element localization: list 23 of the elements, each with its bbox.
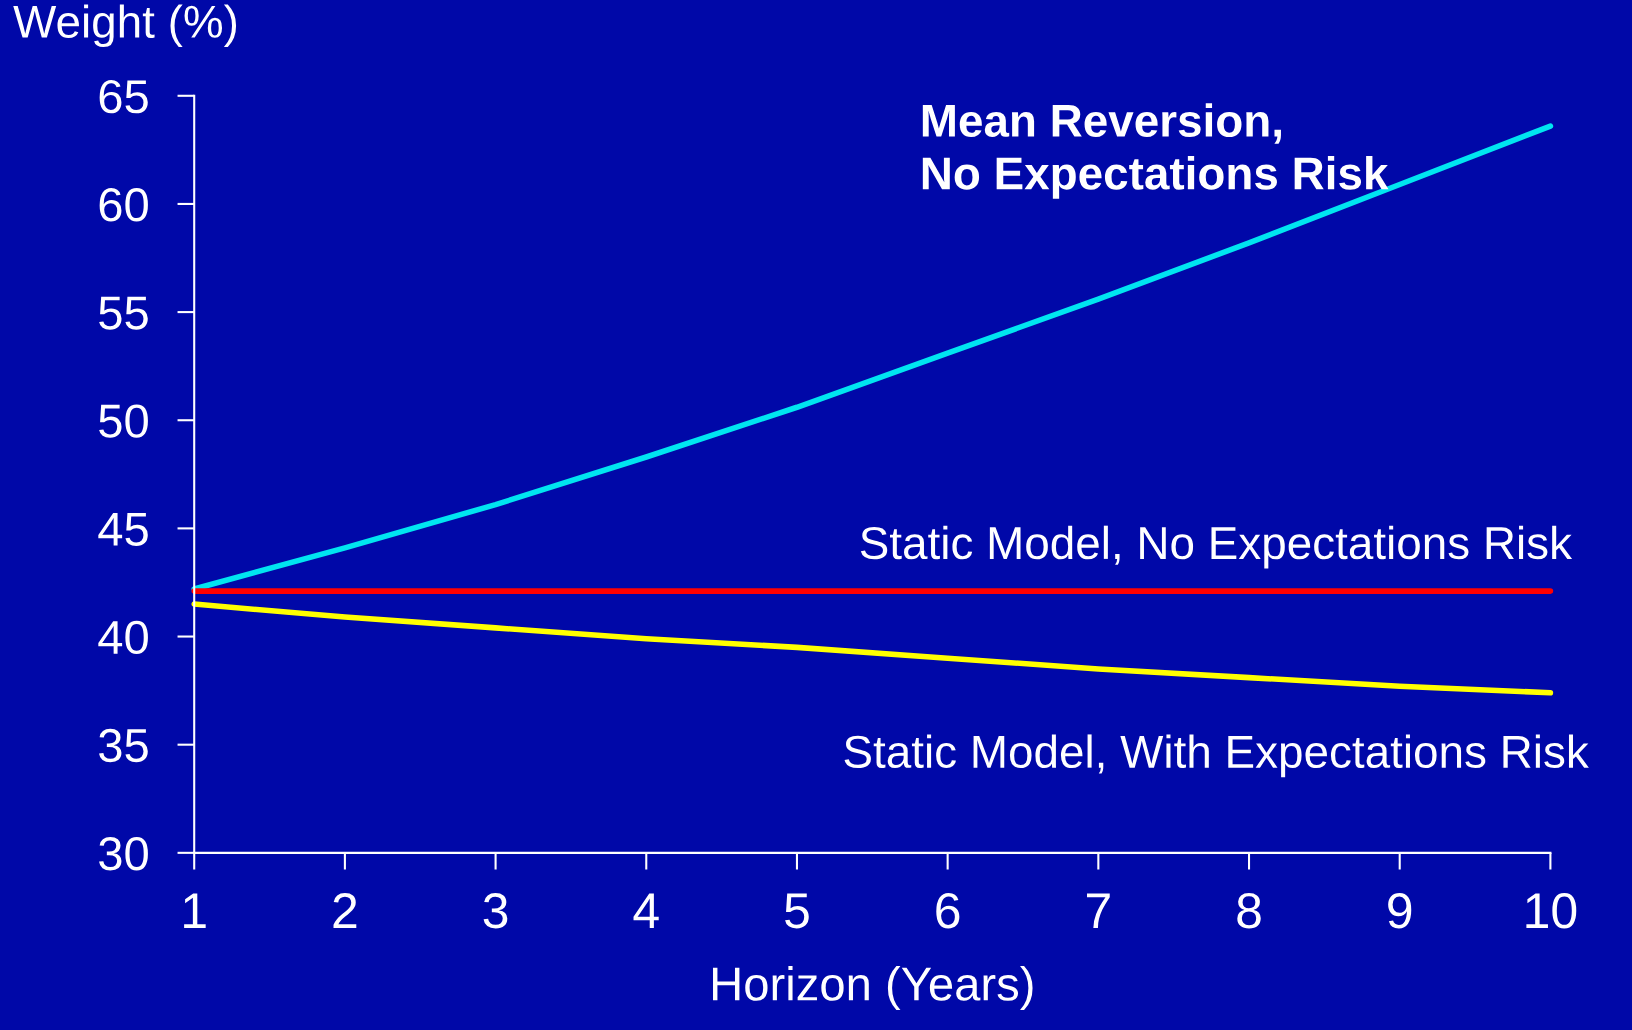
y-tick-label: 45 [98, 513, 148, 546]
y-tick-label: 40 [98, 620, 148, 655]
y-axis-title: Weight (%) [13, 4, 237, 48]
series-label: Static Model, No Expectations Risk [860, 525, 1573, 569]
x-tick-label: 10 [1526, 893, 1577, 929]
y-tick-label: 30 [99, 836, 148, 871]
x-tick-label: 1 [184, 893, 206, 928]
x-axis-title: Horizon (Years) [713, 966, 1033, 1011]
x-tick-label: 7 [1087, 893, 1110, 928]
x-tick-label: 5 [785, 893, 809, 929]
x-tick-label: 9 [1388, 893, 1412, 929]
y-tick-label: 55 [99, 296, 148, 330]
y-tick-label: 50 [99, 404, 148, 438]
series-label: Static Model, With Expectations Risk [844, 734, 1589, 778]
series-label: Mean Reversion, No Expectations Risk [922, 103, 1389, 199]
y-tick-label: 35 [99, 728, 148, 763]
x-tick-label: 2 [333, 893, 357, 928]
y-tick-label: 65 [99, 79, 148, 114]
y-tick-label: 60 [99, 188, 148, 222]
x-tick-label: 3 [483, 893, 508, 929]
x-tick-label: 6 [936, 893, 960, 929]
x-tick-label: 8 [1237, 893, 1261, 929]
x-tick-label: 4 [633, 893, 659, 928]
